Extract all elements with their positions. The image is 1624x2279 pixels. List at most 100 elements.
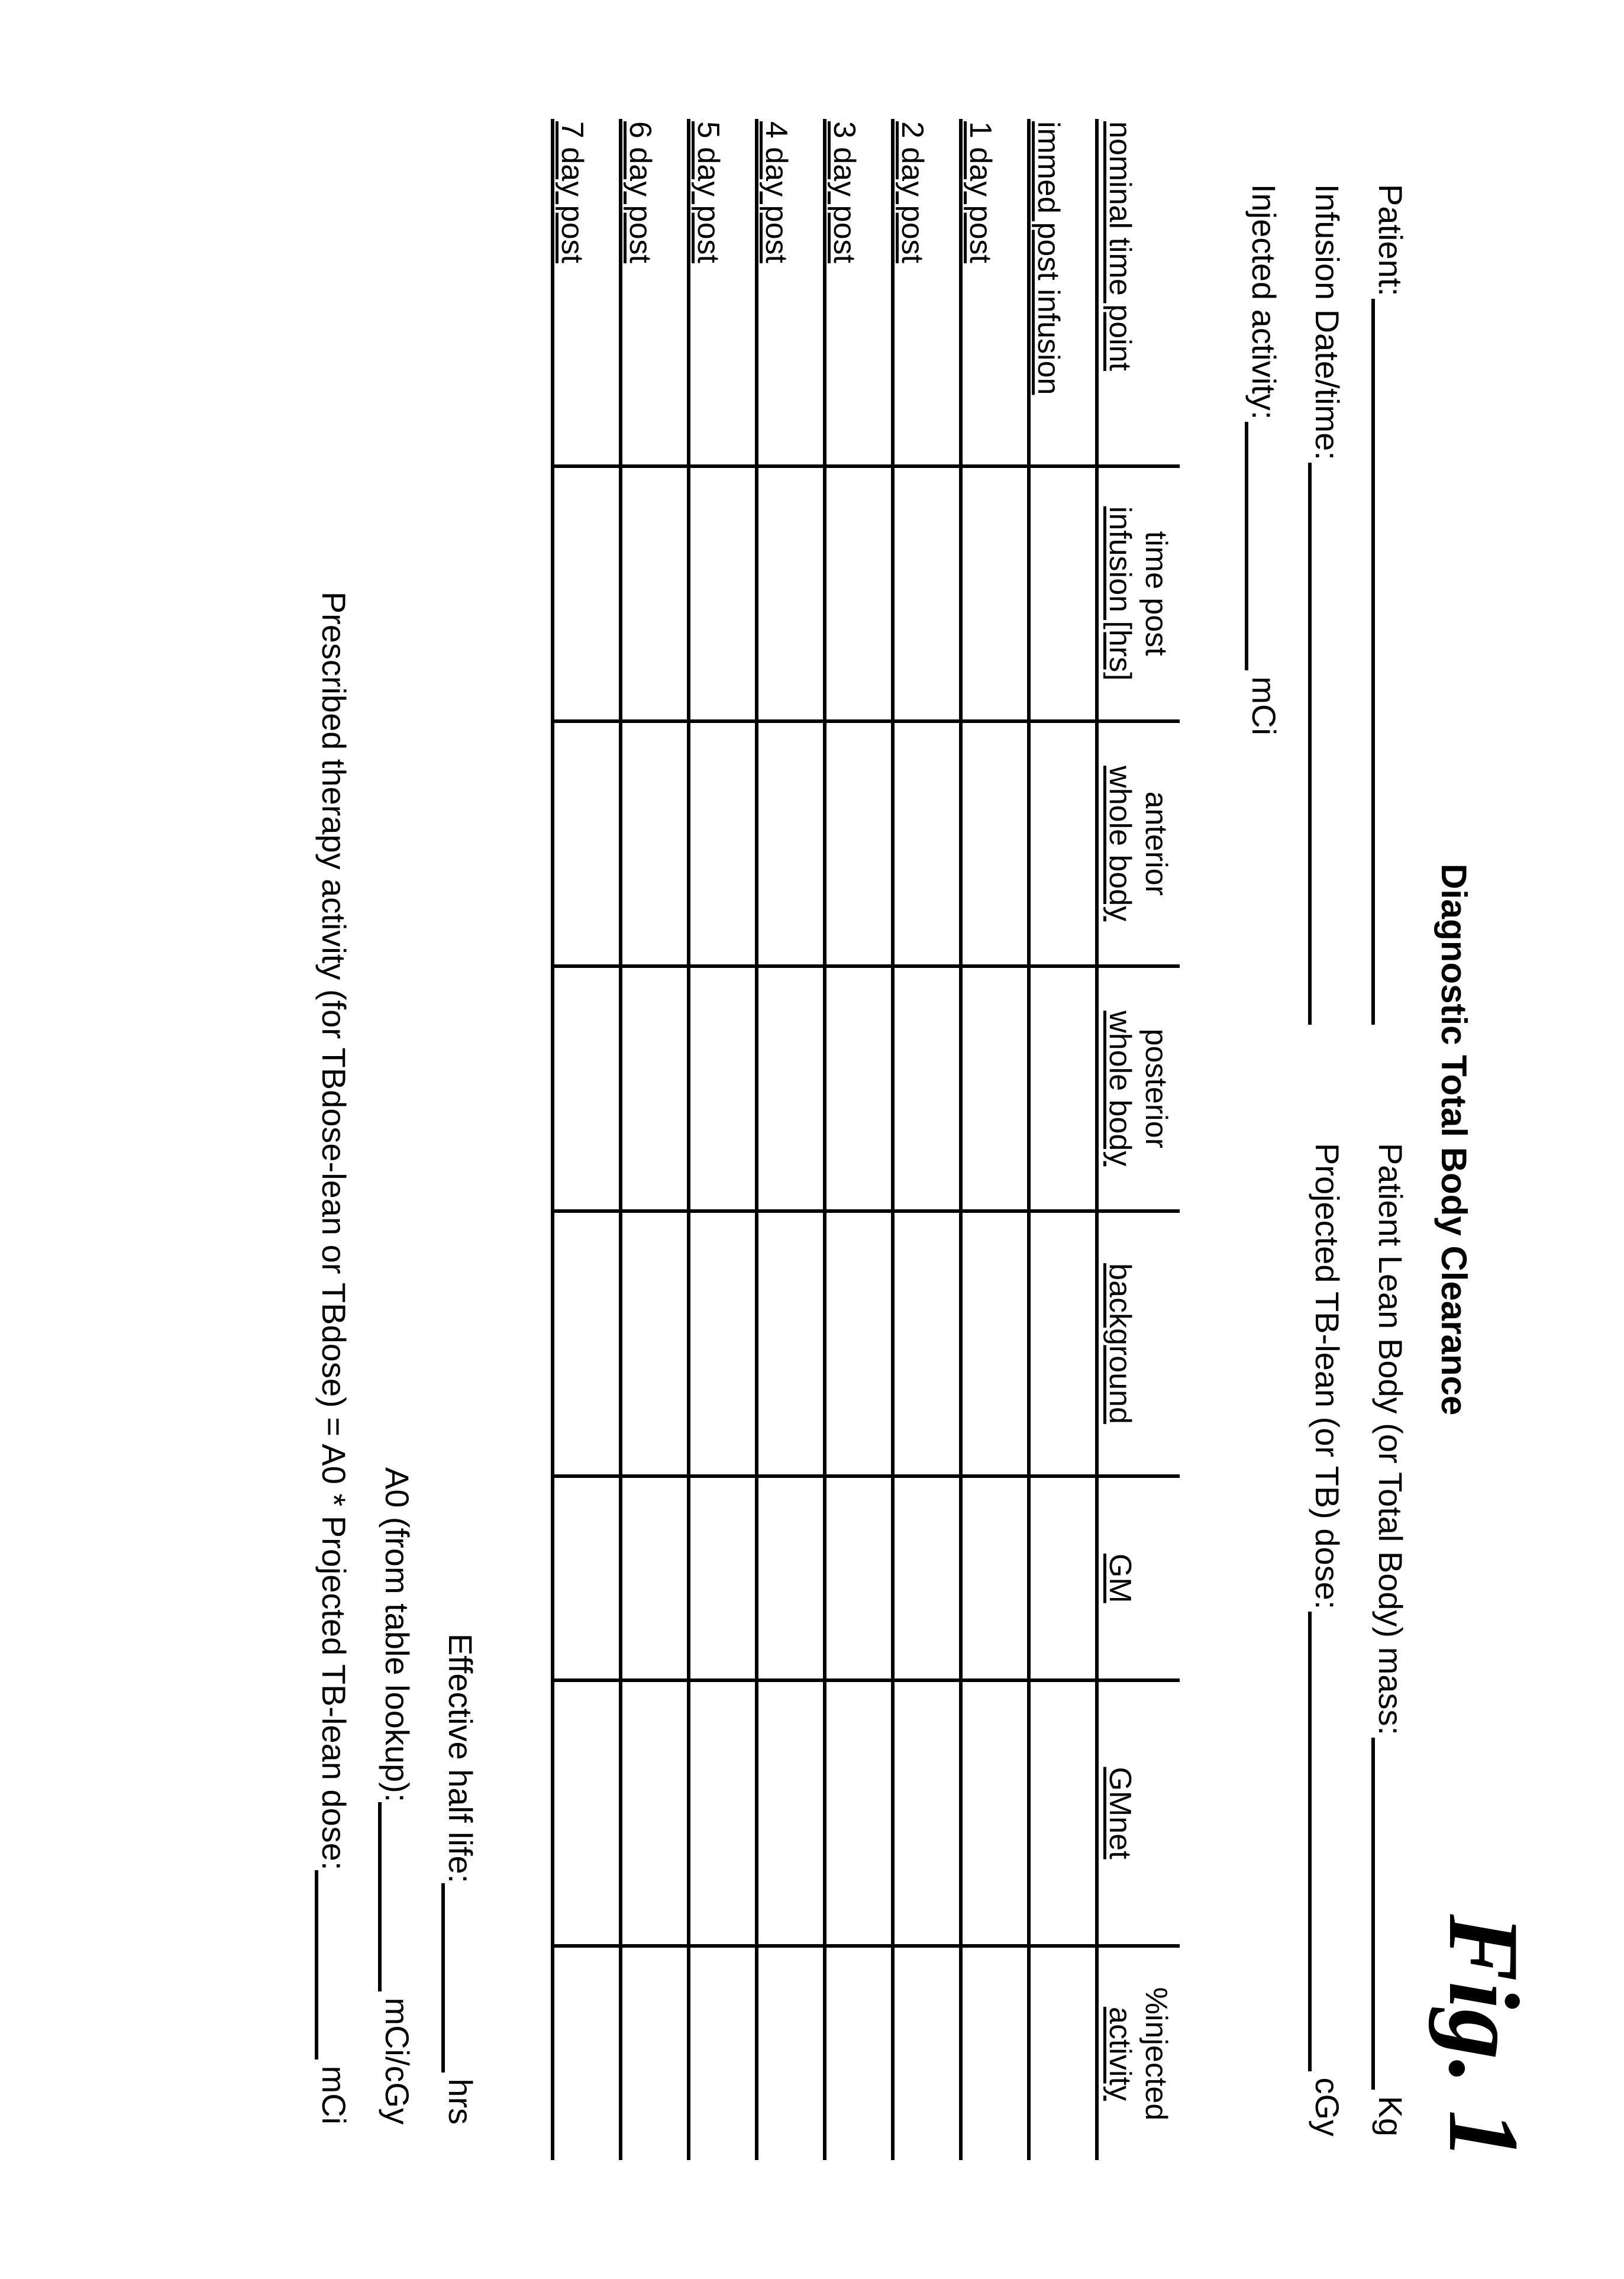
table-header-bottom: nominal time point infusion [hrs] whole … <box>1097 119 1138 2160</box>
data-cell[interactable] <box>961 1946 1029 2160</box>
figure-label: Fig. 1 <box>1428 1914 1539 2160</box>
data-cell[interactable] <box>1029 466 1097 721</box>
data-cell[interactable] <box>1029 1946 1097 2160</box>
data-cell[interactable] <box>757 721 825 966</box>
injected-activity-label: Injected activity: <box>1245 184 1283 419</box>
data-cell[interactable] <box>553 1476 621 1680</box>
data-cell[interactable] <box>757 1476 825 1680</box>
data-cell[interactable] <box>1029 1211 1097 1477</box>
data-cell[interactable] <box>621 1476 689 1680</box>
effective-half-life-blank[interactable] <box>441 1883 478 2073</box>
data-cell[interactable] <box>893 966 961 1211</box>
data-cell[interactable] <box>961 721 1029 966</box>
data-cell[interactable] <box>893 721 961 966</box>
data-cell[interactable] <box>961 1476 1029 1680</box>
th-pctinj-top: %injected <box>1138 1946 1180 2160</box>
th-timepost-top: time post <box>1138 466 1180 721</box>
prescribed-activity-blank[interactable] <box>315 1870 351 2060</box>
data-cell[interactable] <box>961 966 1029 1211</box>
data-cell[interactable] <box>757 1211 825 1477</box>
data-cell[interactable] <box>961 466 1029 721</box>
th-blank <box>1138 119 1180 466</box>
data-cell[interactable] <box>825 966 893 1211</box>
data-cell[interactable] <box>757 966 825 1211</box>
data-cell[interactable] <box>621 1946 689 2160</box>
data-cell[interactable] <box>825 1946 893 2160</box>
data-cell[interactable] <box>621 466 689 721</box>
data-cell[interactable] <box>553 1946 621 2160</box>
table-row: 5 day post <box>689 119 757 2160</box>
data-cell[interactable] <box>825 466 893 721</box>
data-cell[interactable] <box>1029 1680 1097 1946</box>
data-cell[interactable] <box>689 466 757 721</box>
row-label-cell: 4 day post <box>757 119 825 466</box>
data-cell[interactable] <box>757 1680 825 1946</box>
projected-dose-unit: cGy <box>1308 2077 1347 2136</box>
data-cell[interactable] <box>893 1946 961 2160</box>
data-cell[interactable] <box>621 1211 689 1477</box>
th-anterior: whole body <box>1097 721 1138 966</box>
document-title: Diagnostic Total Body Clearance <box>1433 864 1474 1415</box>
table-row: 4 day post <box>757 119 825 2160</box>
data-cell[interactable] <box>553 721 621 966</box>
lean-mass-blank[interactable] <box>1371 1738 1408 2090</box>
table-row: immed post infusion <box>1029 119 1097 2160</box>
th-posterior-top: posterior <box>1138 966 1180 1211</box>
data-cell[interactable] <box>553 1680 621 1946</box>
data-cell[interactable] <box>1029 966 1097 1211</box>
data-cell[interactable] <box>893 1211 961 1477</box>
table-row: 3 day post <box>825 119 893 2160</box>
data-cell[interactable] <box>825 721 893 966</box>
data-cell[interactable] <box>825 1211 893 1477</box>
lean-mass-unit: Kg <box>1371 2096 1410 2136</box>
data-cell[interactable] <box>553 1211 621 1477</box>
row-label-cell: 2 day post <box>893 119 961 466</box>
data-cell[interactable] <box>689 1476 757 1680</box>
data-cell[interactable] <box>689 1946 757 2160</box>
data-cell[interactable] <box>1029 721 1097 966</box>
data-cell[interactable] <box>825 1476 893 1680</box>
data-cell[interactable] <box>961 1680 1029 1946</box>
data-cell[interactable] <box>689 1680 757 1946</box>
prescribed-activity-label: Prescribed therapy activity (for TBdose-… <box>315 592 353 1871</box>
data-cell[interactable] <box>1029 1476 1097 1680</box>
row-label-cell: 3 day post <box>825 119 893 466</box>
data-cell[interactable] <box>553 966 621 1211</box>
th-infusion: infusion [hrs] <box>1097 466 1138 721</box>
table-row: 6 day post <box>621 119 689 2160</box>
row-label-cell: 5 day post <box>689 119 757 466</box>
data-cell[interactable] <box>553 466 621 721</box>
data-cell[interactable] <box>825 1680 893 1946</box>
data-cell[interactable] <box>689 721 757 966</box>
patient-label: Patient: <box>1371 184 1410 296</box>
table-row: 7 day post <box>553 119 621 2160</box>
a0-blank[interactable] <box>378 1802 415 1991</box>
data-cell[interactable] <box>893 1476 961 1680</box>
table-row: 2 day post <box>893 119 961 2160</box>
patient-blank[interactable] <box>1371 299 1408 1025</box>
infusion-dt-label: Infusion Date/time: <box>1308 184 1347 460</box>
data-cell[interactable] <box>961 1211 1029 1477</box>
data-cell[interactable] <box>621 721 689 966</box>
data-cell[interactable] <box>621 1680 689 1946</box>
row-label-cell: 7 day post <box>553 119 621 466</box>
data-cell[interactable] <box>757 466 825 721</box>
infusion-dt-blank[interactable] <box>1308 463 1345 1025</box>
th-anterior-top: anterior <box>1138 721 1180 966</box>
table-header-top: time post anterior posterior %injected <box>1138 119 1180 2160</box>
data-cell[interactable] <box>689 966 757 1211</box>
injected-activity-unit: mCi <box>1245 676 1283 735</box>
data-cell[interactable] <box>689 1211 757 1477</box>
projected-dose-label: Projected TB-lean (or TB) dose: <box>1308 1143 1347 1610</box>
th-background-top <box>1138 1211 1180 1477</box>
footer-calcs: Effective half life: hrs A0 (from table … <box>315 119 480 2160</box>
row-label-cell: 1 day post <box>961 119 1029 466</box>
data-cell[interactable] <box>893 1680 961 1946</box>
data-cell[interactable] <box>621 966 689 1211</box>
a0-label: A0 (from table lookup): <box>378 1467 417 1802</box>
injected-activity-blank[interactable] <box>1245 422 1281 670</box>
projected-dose-blank[interactable] <box>1308 1612 1345 2071</box>
effective-half-life-unit: hrs <box>441 2078 480 2125</box>
data-cell[interactable] <box>893 466 961 721</box>
data-cell[interactable] <box>757 1946 825 2160</box>
